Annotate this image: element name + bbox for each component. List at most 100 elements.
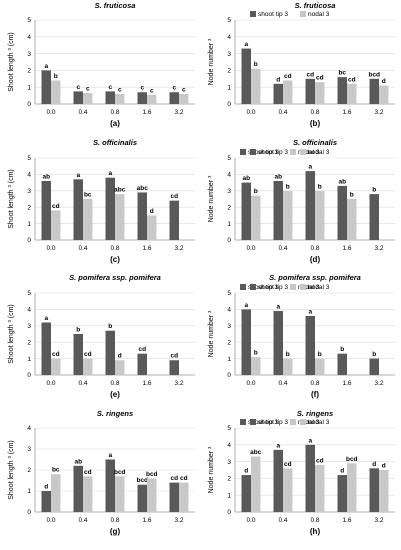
bar-nodal — [315, 190, 325, 240]
chart-title: S. fruticosa — [95, 1, 136, 10]
bar-shoot-tip — [241, 182, 251, 240]
significance-label: cd — [52, 203, 60, 210]
y-tick-label: 3 — [227, 459, 231, 466]
bar-shoot-tip — [273, 311, 283, 375]
x-tick-label: 3.2 — [374, 517, 383, 524]
bar-nodal — [283, 80, 293, 104]
bar-shoot-tip — [105, 459, 115, 512]
panel-label: (h) — [310, 527, 321, 536]
y-tick-label: 2 — [27, 68, 31, 75]
bar-nodal — [283, 358, 293, 375]
significance-label: abc — [114, 187, 126, 194]
bar-shoot-tip — [337, 475, 347, 512]
legend-label: shoot tip 3 — [258, 419, 288, 426]
bar-nodal — [251, 356, 261, 375]
panel-label: (g) — [110, 527, 121, 536]
y-tick-label: 4 — [227, 442, 231, 449]
significance-label: cd — [348, 76, 356, 83]
panel-label: (b) — [310, 119, 321, 128]
bar-nodal — [179, 482, 189, 512]
x-tick-label: 3.2 — [374, 380, 383, 387]
x-tick-label: 0.4 — [278, 109, 287, 116]
bar-shoot-tip — [241, 475, 251, 512]
y-tick-label: 5 — [227, 425, 231, 432]
significance-label: cd — [316, 457, 324, 464]
legend-label: shoot tip 3 — [248, 284, 278, 291]
significance-label: cd — [170, 193, 178, 200]
bar-shoot-tip — [137, 92, 147, 104]
bar-nodal — [315, 358, 325, 375]
bar-nodal — [251, 195, 261, 240]
y-tick-label: 3 — [27, 446, 31, 453]
y-tick-label: 5 — [227, 155, 231, 162]
y-axis-label: Node number ³ — [208, 446, 215, 493]
significance-label: c — [140, 85, 144, 92]
legend-label: shoot tip 3 — [258, 149, 288, 156]
bar-shoot-tip — [73, 465, 83, 512]
significance-label: d — [44, 484, 48, 491]
chart-panel-a: S. fruticosa 0 1 2 3 4 5 Shoot length ³ (cm) 0.0… — [8, 1, 195, 128]
chart-title: S. ringens — [297, 409, 333, 418]
significance-label: bc — [338, 70, 346, 77]
significance-label: b — [372, 351, 376, 358]
significance-label: a — [44, 315, 48, 322]
significance-label: b — [372, 187, 376, 194]
legend: shoot tip 3 nodal 3 — [240, 284, 320, 291]
significance-label: bcd — [146, 471, 158, 478]
legend-label: nodal 3 — [298, 149, 320, 156]
y-axis-label: Node number ³ — [208, 310, 215, 357]
bar-shoot-tip — [369, 78, 379, 104]
significance-label: ab — [242, 175, 250, 182]
significance-label: d — [372, 461, 376, 468]
panel-label: (c) — [110, 255, 120, 264]
y-tick-label: 1 — [27, 221, 31, 228]
chart-title: S. pomifera ssp. pomifera — [269, 273, 361, 282]
legend: shoot tip 3 nodal 3 — [250, 284, 330, 291]
chart-title: S. fruticosa — [295, 1, 336, 10]
legend-swatch-shoot-tip — [250, 284, 256, 290]
legend-label: nodal 3 — [298, 419, 320, 426]
y-axis-label: Shoot length ³ (cm) — [8, 304, 15, 364]
x-tick-label: 1.6 — [142, 109, 151, 116]
significance-label: cd — [84, 469, 92, 476]
bar-shoot-tip — [73, 334, 83, 375]
y-tick-label: 1 — [27, 84, 31, 91]
y-tick-label: 0 — [227, 237, 231, 244]
bar-nodal — [315, 82, 325, 104]
significance-label: a — [308, 308, 312, 315]
significance-label: ab — [274, 173, 282, 180]
x-tick-label: 0.8 — [310, 517, 319, 524]
significance-label: a — [276, 304, 280, 311]
significance-label: c — [86, 86, 90, 93]
x-tick-label: 0.4 — [278, 380, 287, 387]
bar-nodal — [283, 468, 293, 512]
bar-nodal — [147, 478, 157, 512]
x-tick-label: 3.2 — [174, 245, 183, 252]
x-tick-label: 3.2 — [374, 109, 383, 116]
bar-nodal — [347, 463, 357, 512]
y-tick-label: 5 — [27, 17, 31, 24]
bar-shoot-tip — [241, 48, 251, 104]
significance-label: ab — [74, 458, 82, 465]
significance-label: cd — [306, 71, 314, 78]
significance-label: d — [244, 468, 248, 475]
panel-label: (f) — [311, 390, 319, 399]
significance-label: abc — [137, 185, 149, 192]
x-tick-label: 3.2 — [174, 109, 183, 116]
significance-label: a — [276, 442, 280, 449]
x-tick-label: 0.4 — [78, 245, 87, 252]
legend: shoot tip 3 nodal 3 — [250, 149, 330, 156]
x-tick-label: 0.8 — [110, 517, 119, 524]
bar-shoot-tip — [41, 70, 51, 104]
significance-label: a — [244, 302, 248, 309]
x-tick-label: 1.6 — [142, 380, 151, 387]
x-tick-label: 0.4 — [78, 380, 87, 387]
y-tick-label: 1 — [227, 492, 231, 499]
significance-label: c — [150, 87, 154, 94]
x-tick-label: 0.8 — [110, 245, 119, 252]
significance-label: d — [382, 463, 386, 470]
significance-label: c — [182, 86, 186, 93]
significance-label: d — [150, 208, 154, 215]
bar-shoot-tip — [337, 353, 347, 375]
